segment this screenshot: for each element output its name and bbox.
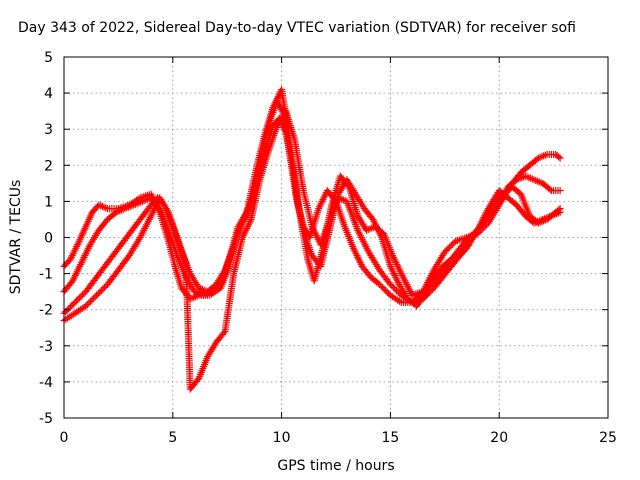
y-tick-label: 2 — [44, 158, 53, 174]
x-tick-label: 0 — [60, 430, 69, 446]
data-point — [444, 245, 452, 253]
data-point — [90, 294, 98, 302]
data-point — [72, 297, 80, 305]
y-tick-label: -1 — [39, 267, 53, 283]
data-point — [452, 237, 460, 245]
data-point — [99, 285, 107, 293]
y-tick-label: -4 — [39, 375, 53, 391]
data-point — [383, 288, 391, 296]
data-point — [86, 297, 94, 305]
data-point — [65, 305, 73, 313]
x-tick-label: 25 — [599, 430, 617, 446]
data-point — [79, 291, 87, 299]
y-tick-label: 3 — [44, 122, 53, 138]
data-point — [194, 376, 202, 384]
data-point — [390, 284, 398, 292]
data-point — [386, 280, 394, 288]
data-point — [555, 206, 563, 214]
data-point — [220, 329, 228, 337]
data-point — [391, 285, 399, 293]
data-point — [377, 282, 385, 290]
series-track-d — [60, 107, 564, 393]
y-tick-label: 0 — [44, 231, 53, 247]
x-tick-label: 15 — [381, 430, 399, 446]
data-point — [77, 292, 85, 300]
data-point — [449, 240, 457, 248]
data-point — [93, 291, 101, 299]
data-point — [94, 290, 102, 298]
axis-ticks — [63, 56, 609, 419]
y-tick-labels: -5 -4 -3 -2 -1 0 1 2 3 4 5 — [39, 50, 53, 427]
data-point — [379, 284, 387, 292]
data-point — [393, 287, 401, 295]
x-tick-label: 10 — [273, 430, 291, 446]
data-point — [82, 302, 90, 310]
series-track-b — [60, 85, 564, 299]
data-point — [422, 292, 430, 300]
data-point — [68, 302, 76, 310]
data-point — [388, 282, 396, 290]
data-point — [425, 289, 433, 297]
grid-lines — [64, 57, 608, 418]
data-point — [71, 298, 79, 306]
data-point — [85, 299, 93, 307]
x-tick-label: 5 — [168, 430, 177, 446]
data-point — [380, 285, 388, 293]
y-tick-label: 4 — [44, 86, 53, 102]
data-point — [546, 185, 554, 193]
data-point — [427, 287, 435, 295]
data-point — [555, 153, 563, 161]
data-point — [441, 248, 449, 256]
y-axis-label: SDTVAR / TECUs — [8, 180, 24, 295]
data-point — [97, 287, 105, 295]
data-point — [88, 296, 96, 304]
y-tick-label: 5 — [44, 50, 53, 66]
data-points — [60, 85, 564, 393]
data-point — [421, 293, 429, 301]
data-point — [69, 300, 77, 308]
data-point — [100, 284, 108, 292]
data-point — [91, 293, 99, 301]
data-point — [382, 287, 390, 295]
x-axis-label: GPS time / hours — [277, 458, 394, 474]
y-tick-label: -5 — [39, 411, 53, 427]
data-point — [447, 242, 455, 250]
x-tick-label: 20 — [490, 430, 508, 446]
data-point — [445, 243, 453, 251]
data-point — [96, 288, 104, 296]
data-point — [63, 306, 71, 314]
data-point — [74, 295, 82, 303]
data-point — [66, 303, 74, 311]
data-point — [83, 301, 91, 309]
y-tick-label: -2 — [39, 303, 53, 319]
y-tick-label: 1 — [44, 194, 53, 210]
chart-title: Day 343 of 2022, Sidereal Day-to-day VTE… — [18, 20, 576, 36]
y-tick-label: -3 — [39, 339, 53, 355]
data-point — [419, 295, 427, 303]
data-point — [424, 290, 432, 298]
data-point — [556, 187, 564, 195]
data-point — [442, 246, 450, 254]
data-point — [556, 154, 564, 162]
data-point — [376, 280, 384, 288]
data-point — [76, 294, 84, 302]
data-point — [394, 288, 402, 296]
data-point — [556, 205, 564, 213]
x-tick-labels: 0 5 10 15 20 25 — [60, 430, 617, 446]
